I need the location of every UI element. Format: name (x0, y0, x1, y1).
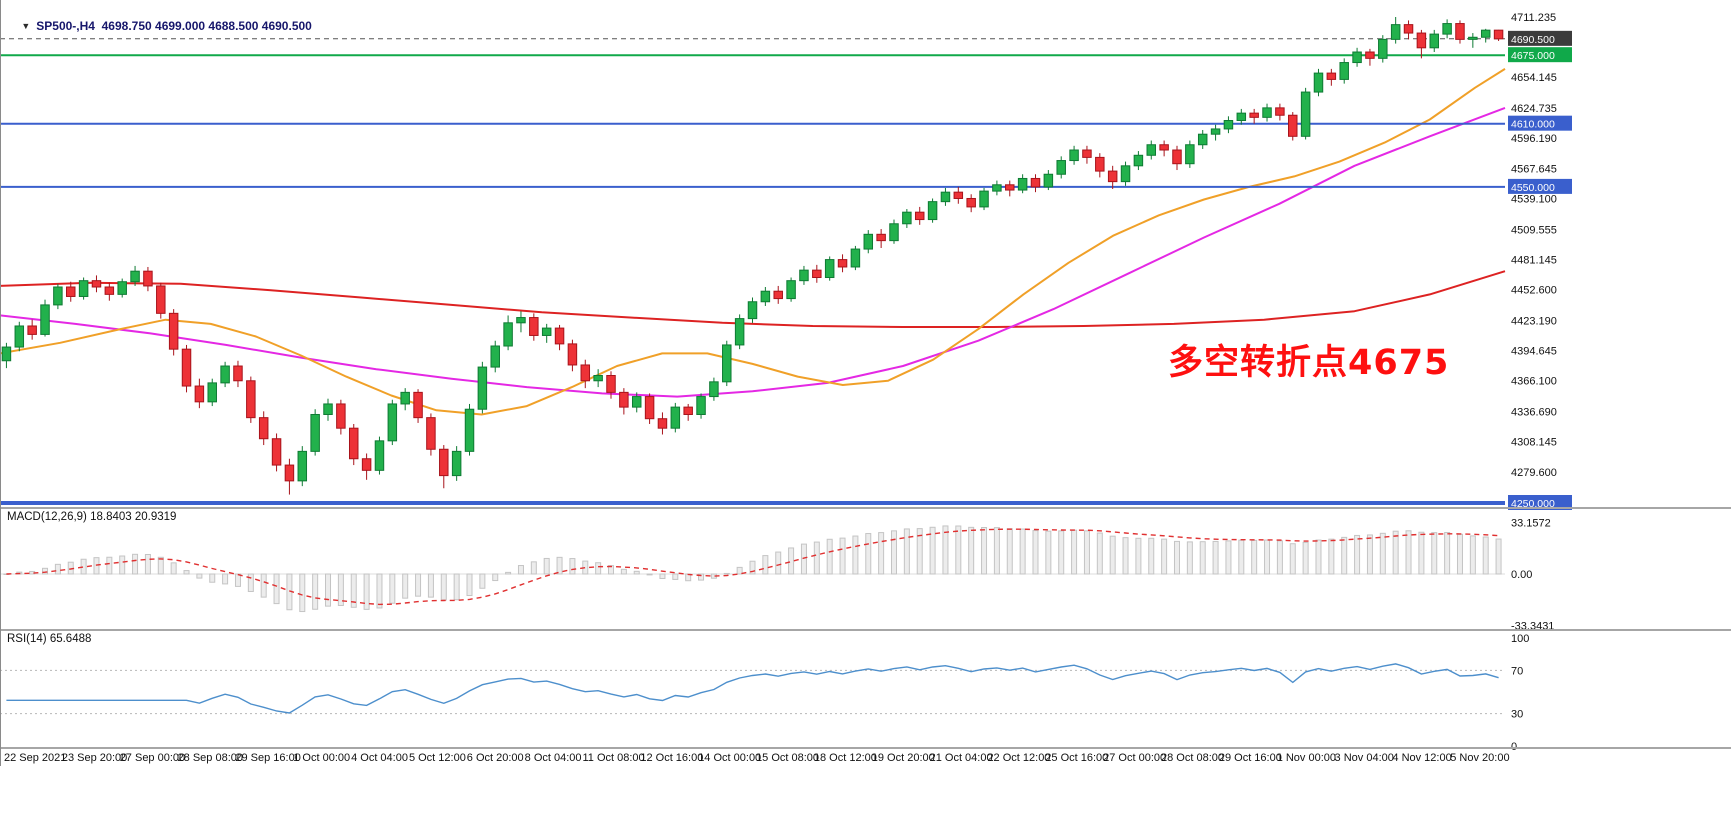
price-badge (1508, 47, 1572, 63)
price-tick: 4711.235 (1511, 12, 1556, 24)
rsi-label: RSI(14) 65.6488 (7, 633, 92, 645)
chart-header: ▼ SP500-,H4 4698.750 4699.000 4688.500 46… (8, 5, 312, 47)
time-label: 1 Nov 00:00 (1277, 752, 1336, 764)
panel-separator[interactable] (0, 629, 1731, 631)
time-label: 12 Oct 16:00 (640, 752, 703, 764)
time-label: 15 Oct 08:00 (756, 752, 819, 764)
ma-line-magenta[interactable] (0, 106, 1506, 398)
time-label: 5 Oct 12:00 (409, 752, 466, 764)
price-badge (1508, 178, 1572, 194)
time-label: 4 Oct 04:00 (351, 752, 408, 764)
price-tick: 4394.645 (1511, 346, 1557, 358)
price-tick: 4509.555 (1511, 225, 1557, 237)
rsi-tick: 70 (1511, 665, 1523, 677)
time-label: 22 Sep 2021 (4, 752, 66, 764)
price-badge-label: 4610.000 (1511, 119, 1555, 131)
time-label: 25 Oct 16:00 (1045, 752, 1108, 764)
panel-separator[interactable] (0, 747, 1731, 749)
ma-line-red[interactable] (0, 270, 1506, 328)
time-label: 11 Oct 08:00 (583, 752, 645, 764)
macd-histogram (3, 525, 1502, 613)
time-label: 4 Nov 12:00 (1392, 752, 1451, 764)
time-label: 19 Oct 20:00 (872, 752, 935, 764)
price-tick: 4539.100 (1511, 193, 1557, 205)
time-label: 5 Nov 20:00 (1450, 752, 1509, 764)
time-label: 22 Oct 12:00 (987, 752, 1050, 764)
time-label: 1 Oct 00:00 (293, 752, 350, 764)
ma-line-orange[interactable] (0, 68, 1506, 416)
price-tick: 4336.690 (1511, 407, 1557, 419)
chart-left-border (0, 0, 1, 766)
price-tick: 4624.735 (1511, 103, 1557, 115)
rsi-line (6, 663, 1499, 714)
rsi-tick: 100 (1511, 633, 1529, 645)
time-label: 27 Sep 00:00 (120, 752, 185, 764)
time-label: 28 Sep 08:00 (178, 752, 243, 764)
macd-signal-line (6, 528, 1499, 606)
price-badge-label: 4675.000 (1511, 50, 1555, 62)
time-label: 28 Oct 08:00 (1161, 752, 1224, 764)
macd-label: MACD(12,26,9) 18.8403 20.9319 (7, 511, 177, 523)
price-axis[interactable]: 4711.235 4654.145 4624.735 4596.190 4567.645… (1508, 12, 1572, 510)
panel-separator[interactable] (0, 507, 1731, 509)
price-tick: 4596.190 (1511, 133, 1557, 145)
price-badge-label: 4690.500 (1511, 34, 1555, 46)
time-label: 23 Sep 20:00 (62, 752, 127, 764)
price-tick: 4366.100 (1511, 376, 1557, 388)
price-tick: 4279.600 (1511, 467, 1557, 479)
macd-tick: 33.1572 (1511, 518, 1551, 530)
macd-tick: 0.00 (1511, 569, 1532, 581)
rsi-tick: 30 (1511, 709, 1523, 721)
time-label: 3 Nov 04:00 (1335, 752, 1394, 764)
time-label: 8 Oct 04:00 (525, 752, 582, 764)
symbol-ohlc-line: SP500-,H4 4698.750 4699.000 4688.500 469… (36, 19, 312, 33)
time-label: 27 Oct 00:00 (1103, 752, 1166, 764)
price-badge (1508, 30, 1572, 46)
time-label: 29 Oct 16:00 (1219, 752, 1282, 764)
price-tick: 4654.145 (1511, 72, 1557, 84)
chart-marker-icon[interactable]: ▼ (21, 21, 31, 31)
price-tick: 4308.145 (1511, 437, 1557, 449)
price-badge-label: 4550.000 (1511, 182, 1555, 194)
price-tick: 4423.190 (1511, 316, 1557, 328)
price-tick: 4452.600 (1511, 285, 1557, 297)
time-label: 6 Oct 20:00 (467, 752, 524, 764)
price-tick: 4567.645 (1511, 163, 1557, 175)
time-label: 18 Oct 12:00 (814, 752, 877, 764)
price-tick: 4481.145 (1511, 254, 1557, 266)
candlestick-series[interactable] (1, 17, 1504, 495)
chart-annotation-text[interactable]: 多空转折点4675 (1168, 343, 1450, 383)
price-badge (1508, 115, 1572, 131)
price-badge (1508, 495, 1572, 510)
time-label: 21 Oct 04:00 (930, 752, 993, 764)
time-label: 29 Sep 16:00 (235, 752, 300, 764)
time-label: 14 Oct 00:00 (698, 752, 761, 764)
